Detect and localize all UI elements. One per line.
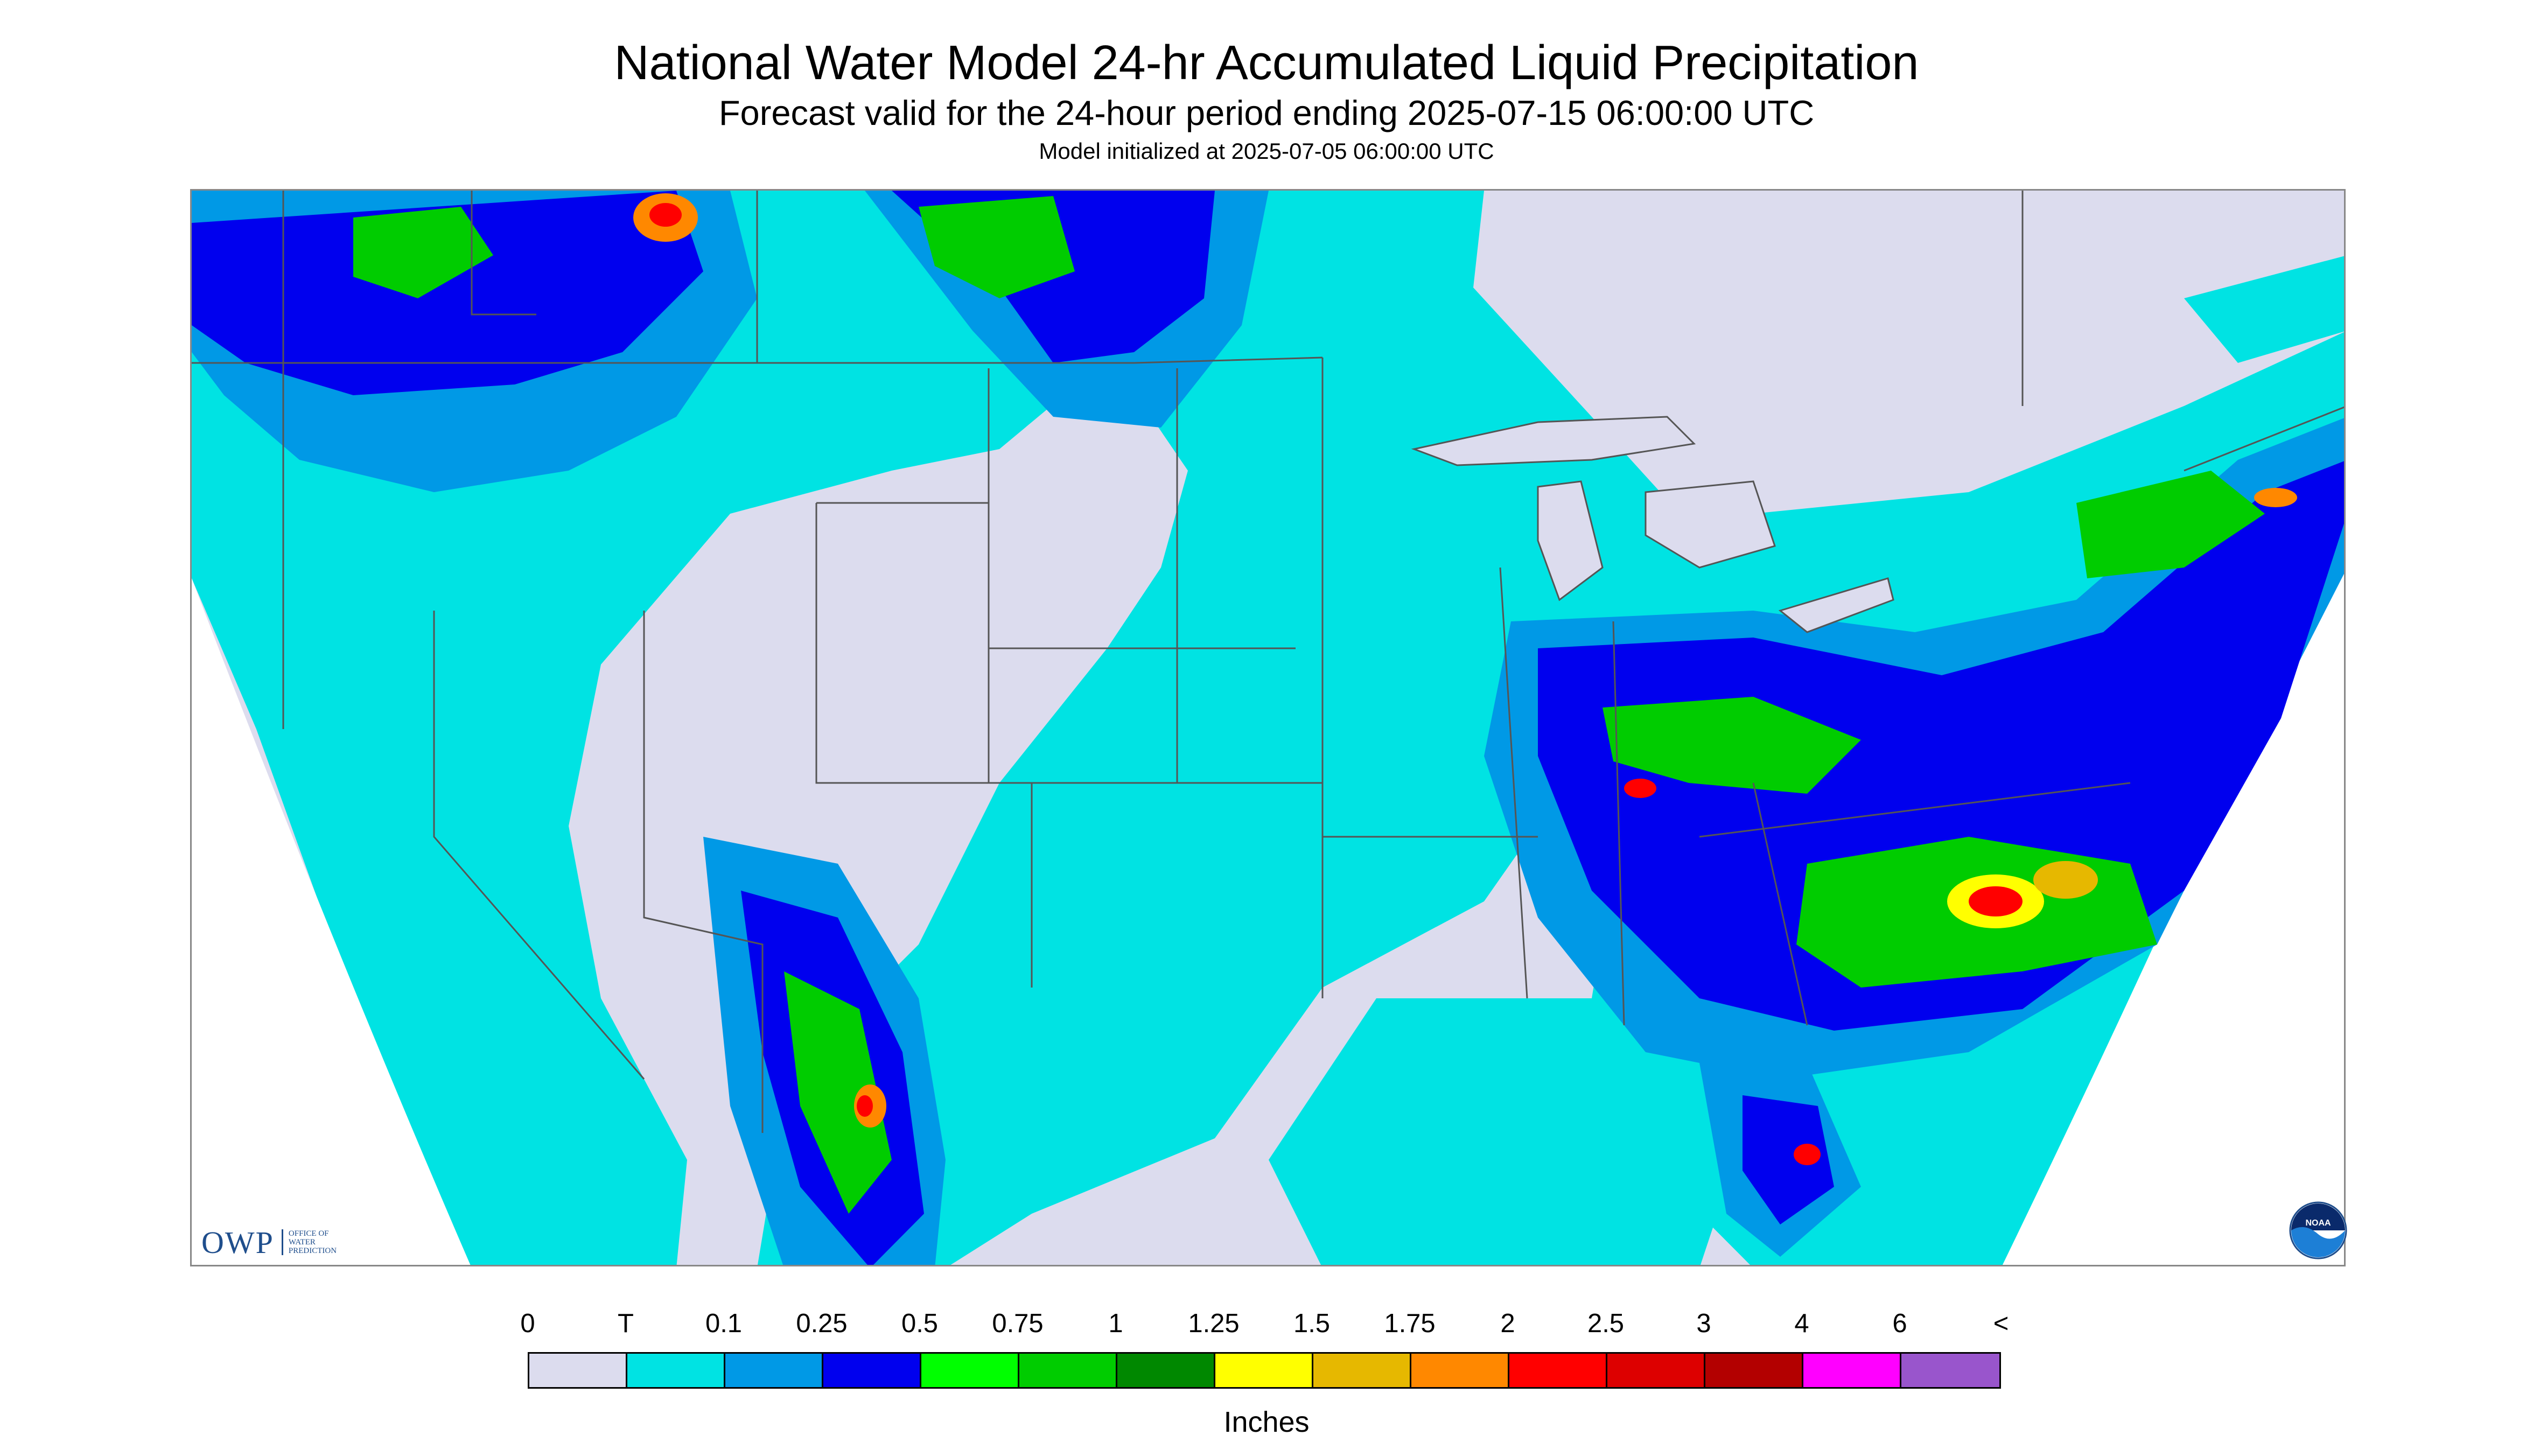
legend-swatch-7: [1215, 1354, 1313, 1387]
legend-swatch-3: [823, 1354, 921, 1387]
legend-label-2: 0.1: [705, 1309, 743, 1338]
legend-swatch-8: [1313, 1354, 1411, 1387]
legend-swatch-4: [921, 1354, 1019, 1387]
legend-color-bar: [528, 1352, 2001, 1389]
intense-precip-cores: [633, 193, 2297, 1165]
legend-swatch-9: [1411, 1354, 1509, 1387]
legend-swatch-2: [725, 1354, 823, 1387]
great-lakes: [1411, 416, 1894, 633]
legend-label-10: 2: [1500, 1309, 1515, 1338]
legend-label-5: 0.75: [992, 1309, 1044, 1338]
legend-swatch-14: [1901, 1354, 1999, 1387]
legend-label-0: 0: [520, 1309, 535, 1338]
legend-units: Inches: [1223, 1406, 1310, 1438]
legend-swatch-10: [1509, 1354, 1607, 1387]
legend-label-15: <: [1993, 1309, 2009, 1338]
legend-label-8: 1.5: [1293, 1309, 1331, 1338]
legend-label-11: 2.5: [1587, 1309, 1625, 1338]
domain-mask: [192, 521, 2344, 1265]
legend-swatch-6: [1117, 1354, 1215, 1387]
legend-label-13: 4: [1794, 1309, 1809, 1338]
owp-logo-subtitle: OFFICE OF WATER PREDICTION: [281, 1229, 348, 1255]
legend-swatch-1: [627, 1354, 725, 1387]
model-init-text: Model initialized at 2025-07-05 06:00:00…: [1039, 138, 1494, 164]
legend-swatch-0: [529, 1354, 627, 1387]
owp-logo: OWP OFFICE OF WATER PREDICTION: [201, 1223, 348, 1261]
legend-label-4: 0.5: [901, 1309, 939, 1338]
boundary-lines: [192, 191, 2344, 1133]
map-title: National Water Model 24-hr Accumulated L…: [614, 36, 1919, 90]
legend-swatch-11: [1607, 1354, 1705, 1387]
legend-label-6: 1: [1108, 1309, 1123, 1338]
legend-label-3: 0.25: [796, 1309, 848, 1338]
owp-logo-text: OWP: [201, 1224, 274, 1260]
legend-label-12: 3: [1696, 1309, 1711, 1338]
precipitation-map: [190, 189, 2346, 1266]
legend-label-1: T: [618, 1309, 634, 1338]
legend-swatch-12: [1705, 1354, 1803, 1387]
legend-swatch-13: [1803, 1354, 1901, 1387]
noaa-logo: NOAA: [2289, 1201, 2347, 1259]
noaa-logo-text: NOAA: [2305, 1219, 2331, 1228]
legend-label-14: 6: [1892, 1309, 1907, 1338]
legend-label-9: 1.75: [1384, 1309, 1436, 1338]
map-canvas: [192, 191, 2344, 1265]
legend-label-7: 1.25: [1188, 1309, 1240, 1338]
legend-swatch-5: [1019, 1354, 1117, 1387]
map-subtitle: Forecast valid for the 24-hour period en…: [718, 93, 1815, 132]
